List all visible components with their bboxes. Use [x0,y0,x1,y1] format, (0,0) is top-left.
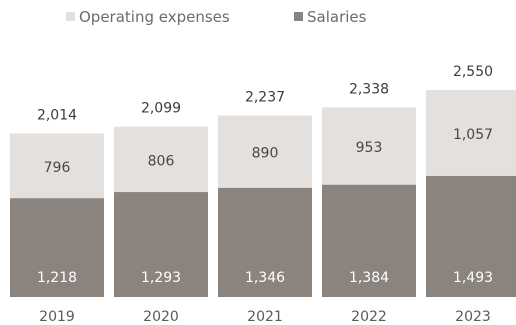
bar-operating-expenses-2022 [322,107,416,185]
legend: Operating expenses Salaries [66,8,367,26]
value-label-operating-expenses-2022: 953 [356,140,383,156]
bar-operating-expenses-2023 [426,90,516,176]
x-tick-2019: 2019 [39,309,75,325]
value-label-operating-expenses-2023: 1,057 [453,127,493,143]
value-label-salaries-2023: 1,493 [453,270,493,286]
bar-salaries-2019 [10,198,104,297]
x-tick-2021: 2021 [247,309,283,325]
x-axis-ticks: 2019 2020 2021 2022 2023 [39,309,491,325]
bars-group [10,90,516,297]
bar-salaries-2022 [322,184,416,297]
bar-salaries-2020 [114,192,208,297]
legend-swatch-operating-expenses [66,12,75,21]
value-label-salaries-2022: 1,384 [349,270,389,286]
total-label-2020: 2,099 [141,101,181,117]
value-label-salaries-2021: 1,346 [245,270,285,286]
legend-label-salaries: Salaries [307,8,367,26]
total-label-2021: 2,237 [245,89,285,105]
total-label-2023: 2,550 [453,64,493,80]
x-tick-2022: 2022 [351,309,387,325]
value-label-operating-expenses-2019: 796 [44,160,71,176]
bar-operating-expenses-2021 [218,115,312,188]
value-label-operating-expenses-2020: 806 [148,153,175,169]
value-label-salaries-2019: 1,218 [37,270,77,286]
bar-salaries-2023 [426,175,516,297]
x-tick-2020: 2020 [143,309,179,325]
total-label-2022: 2,338 [349,81,389,97]
bar-salaries-2021 [218,187,312,297]
value-label-operating-expenses-2021: 890 [252,146,279,162]
legend-swatch-salaries [294,12,303,21]
x-tick-2023: 2023 [455,309,491,325]
total-label-2019: 2,014 [37,108,77,124]
bar-operating-expenses-2019 [10,133,104,199]
labels-group: 1,218 796 2,014 1,293 806 2,099 1,346 890 2,237 1… [37,64,493,286]
legend-label-operating-expenses: Operating expenses [79,8,230,26]
bar-operating-expenses-2020 [114,126,208,193]
value-label-salaries-2020: 1,293 [141,270,181,286]
